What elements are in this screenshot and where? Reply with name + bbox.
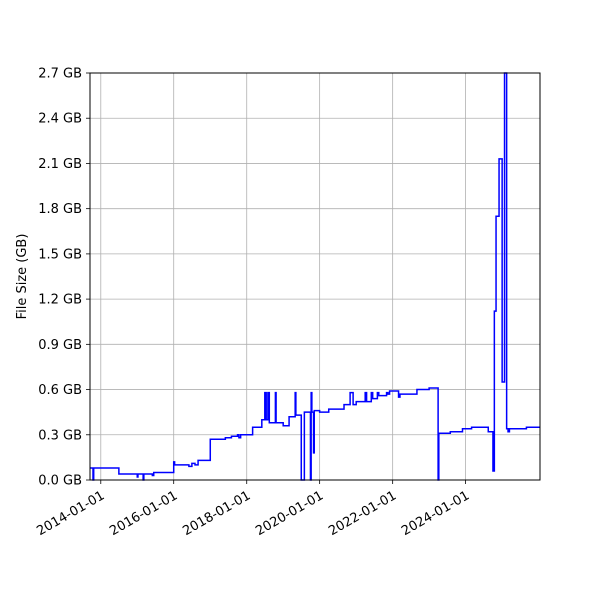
y-tick-label: 0.3 GB: [38, 428, 82, 443]
y-tick-label: 0.0 GB: [38, 474, 82, 489]
y-tick-label: 0.9 GB: [38, 338, 82, 353]
y-tick-label: 2.4 GB: [38, 112, 82, 127]
y-tick-label: 2.7 GB: [38, 67, 82, 82]
y-tick-label: 1.8 GB: [38, 202, 82, 217]
plot-frame: [89, 72, 541, 481]
y-tick-label: 1.5 GB: [38, 247, 82, 262]
y-axis-label: File Size (GB): [15, 234, 30, 320]
y-tick-label: 2.1 GB: [38, 157, 82, 172]
y-tick-label: 1.2 GB: [38, 293, 82, 308]
y-tick-label: 0.6 GB: [38, 383, 82, 398]
series-line-0: [90, 72, 540, 481]
series-layer: [90, 72, 540, 481]
